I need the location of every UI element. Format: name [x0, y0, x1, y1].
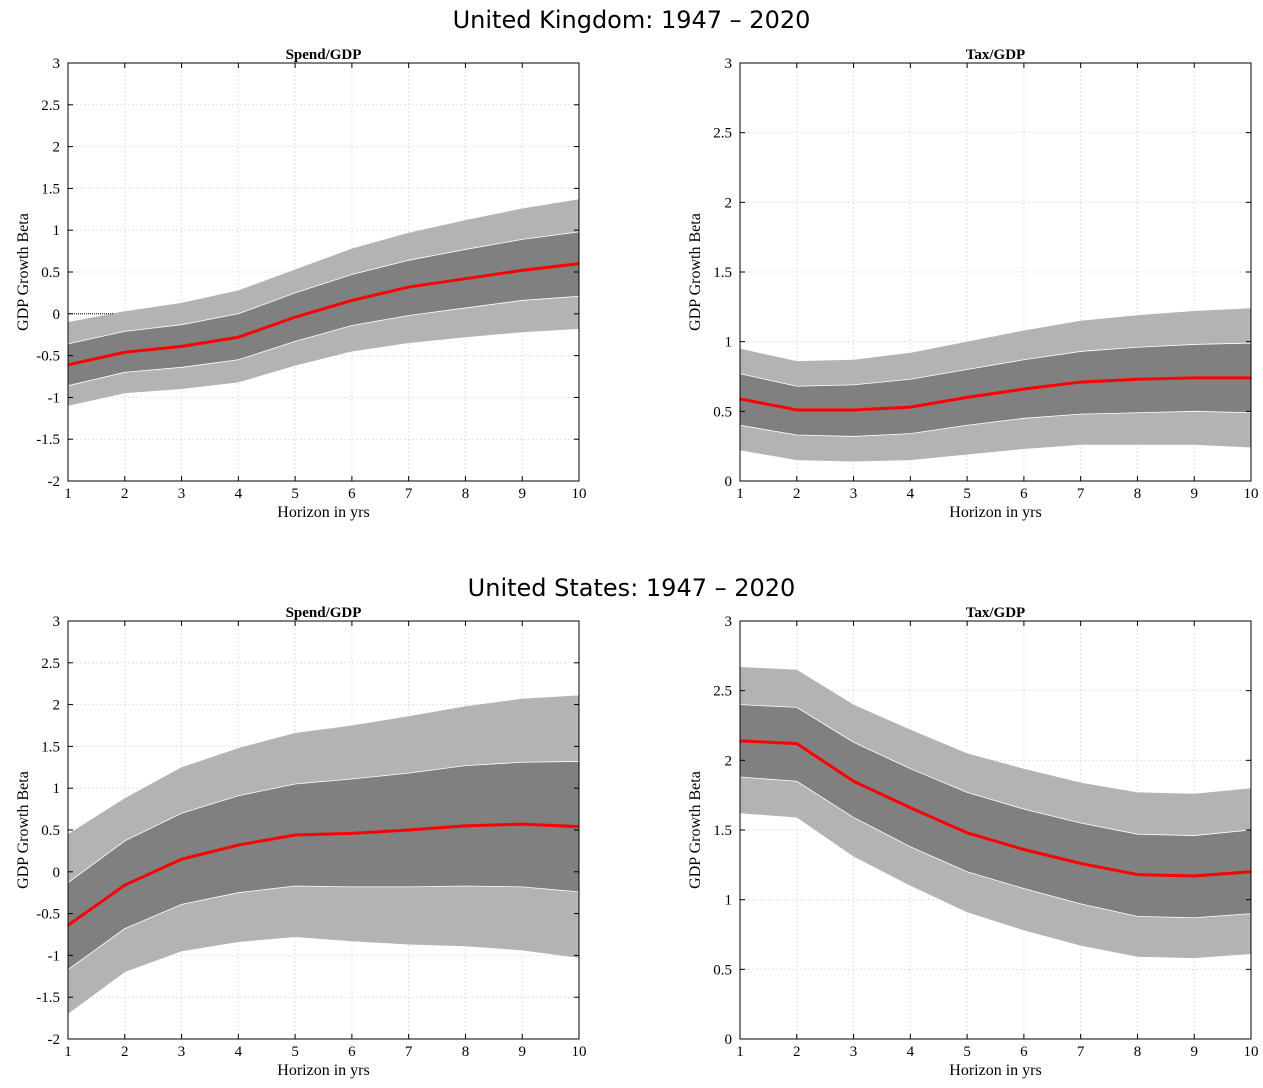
x-axis-label: Horizon in yrs: [277, 504, 369, 521]
y-tick-label: 1: [53, 223, 61, 239]
uk-tax-gdp-chart: 1 2 3 4 5 6 7 8 9 10 0 0.5 1 1.5 2 2.5 3 Tax/GDP Horizon i…: [687, 47, 1259, 521]
x-tick-label: 9: [1190, 486, 1198, 502]
x-axis-label: Horizon in yrs: [277, 1062, 369, 1079]
point-estimate-line: [67, 822, 580, 927]
x-tick-label: 10: [1244, 1044, 1259, 1060]
x-tick-label: 4: [235, 486, 243, 502]
y-tick-label: -1: [48, 390, 61, 406]
x-tick-label: 2: [793, 486, 801, 502]
y-tick-label: 2: [53, 698, 61, 714]
x-tick-label: 3: [850, 486, 858, 502]
y-tick-label: 0.5: [713, 404, 732, 420]
x-tick-label: 2: [121, 1044, 129, 1060]
y-tick-label: 0.5: [713, 962, 732, 978]
y-tick-label: 1.5: [713, 823, 732, 839]
x-tick-label: 6: [348, 486, 356, 502]
x-tick-label: 10: [572, 1044, 587, 1060]
y-tick-label: -2: [48, 474, 61, 490]
x-tick-label: 5: [963, 486, 971, 502]
x-tick-label: 2: [121, 486, 129, 502]
y-tick-label: 1.5: [41, 181, 60, 197]
y-tick-label: 3: [53, 56, 61, 72]
point-estimate-line: [739, 739, 1252, 878]
y-tick-label: -0.5: [36, 907, 60, 923]
x-tick-label: 10: [572, 486, 587, 502]
y-tick-label: 1.5: [41, 739, 60, 755]
x-tick-label: 8: [1134, 486, 1142, 502]
x-tick-label: 3: [178, 1044, 186, 1060]
x-tick-label: 3: [850, 1044, 858, 1060]
y-axis-label: GDP Growth Beta: [15, 771, 32, 889]
x-tick-label: 1: [736, 486, 744, 502]
x-tick-label: 3: [178, 486, 186, 502]
chart-title: Spend/GDP: [286, 605, 362, 621]
x-tick-label: 7: [405, 486, 413, 502]
x-tick-label: 7: [1077, 486, 1085, 502]
y-tick-label: -1.5: [36, 990, 60, 1006]
y-tick-label: 1: [53, 781, 61, 797]
y-tick-label: 3: [53, 614, 61, 630]
x-tick-label: 1: [64, 1044, 72, 1060]
y-tick-label: 0.5: [41, 823, 60, 839]
chart-title: Spend/GDP: [286, 47, 362, 63]
y-tick-label: 2: [53, 140, 61, 156]
x-axis-label: Horizon in yrs: [949, 504, 1041, 521]
y-tick-label: -2: [48, 1032, 61, 1048]
uk-spend-gdp-chart: 1 2 3 4 5 6 7 8 9 10 -2 -1.5 -1 -0.5 0 0.5 1 1.5 2 2.5 3 Spen…: [15, 47, 587, 521]
y-tick-label: 2.5: [41, 98, 60, 114]
x-tick-label: 9: [518, 486, 526, 502]
x-tick-label: 9: [1190, 1044, 1198, 1060]
x-tick-label: 4: [907, 1044, 915, 1060]
y-tick-label: 3: [725, 614, 733, 630]
y-tick-label: -0.5: [36, 349, 60, 365]
x-tick-label: 8: [1134, 1044, 1142, 1060]
y-tick-label: 3: [725, 56, 733, 72]
us-spend-gdp-chart: 1 2 3 4 5 6 7 8 9 10 -2 -1.5 -1 -0.5 0 0.5 1 1.5 2 2.5 3 Spen…: [15, 605, 587, 1079]
y-tick-label: 0.5: [41, 265, 60, 281]
x-tick-label: 8: [462, 1044, 470, 1060]
y-tick-label: 0: [53, 307, 61, 323]
y-tick-label: 2: [725, 195, 733, 211]
x-tick-label: 7: [1077, 1044, 1085, 1060]
y-tick-label: 1.5: [713, 265, 732, 281]
x-tick-label: 2: [793, 1044, 801, 1060]
x-tick-label: 9: [518, 1044, 526, 1060]
y-tick-label: -1.5: [36, 432, 60, 448]
point-estimate-line: [739, 376, 1251, 412]
uk-group-title: United Kingdom: 1947 – 2020: [452, 6, 811, 34]
us-tax-gdp-chart: 1 2 3 4 5 6 7 8 9 10 0 0.5 1 1.5 2 2.5 3 Tax/GDP Horizon i…: [687, 605, 1259, 1079]
y-axis-label: GDP Growth Beta: [687, 213, 704, 331]
point-estimate-line: [67, 262, 580, 367]
y-tick-label: 2.5: [41, 656, 60, 672]
x-tick-label: 6: [348, 1044, 356, 1060]
x-tick-label: 4: [907, 486, 915, 502]
y-tick-label: 0: [53, 865, 61, 881]
y-tick-label: 2.5: [713, 684, 732, 700]
chart-title: Tax/GDP: [966, 47, 1025, 63]
us-group-title: United States: 1947 – 2020: [467, 574, 796, 602]
x-tick-label: 1: [736, 1044, 744, 1060]
x-tick-label: 5: [291, 1044, 299, 1060]
x-tick-label: 1: [64, 486, 72, 502]
y-axis-label: GDP Growth Beta: [687, 771, 704, 889]
x-axis-label: Horizon in yrs: [949, 1062, 1041, 1079]
y-axis-label: GDP Growth Beta: [15, 213, 32, 331]
chart-title: Tax/GDP: [966, 605, 1025, 621]
x-tick-label: 5: [291, 486, 299, 502]
x-tick-label: 5: [963, 1044, 971, 1060]
y-tick-label: 0: [725, 474, 733, 490]
y-tick-label: 1: [725, 893, 733, 909]
y-tick-label: 1: [725, 335, 733, 351]
x-tick-label: 10: [1244, 486, 1259, 502]
x-tick-label: 8: [462, 486, 470, 502]
x-tick-label: 4: [235, 1044, 243, 1060]
x-tick-label: 6: [1020, 486, 1028, 502]
y-tick-label: 2: [725, 753, 733, 769]
x-tick-label: 7: [405, 1044, 413, 1060]
x-tick-label: 6: [1020, 1044, 1028, 1060]
y-tick-label: 0: [725, 1032, 733, 1048]
y-tick-label: 2.5: [713, 126, 732, 142]
y-tick-label: -1: [48, 948, 61, 964]
